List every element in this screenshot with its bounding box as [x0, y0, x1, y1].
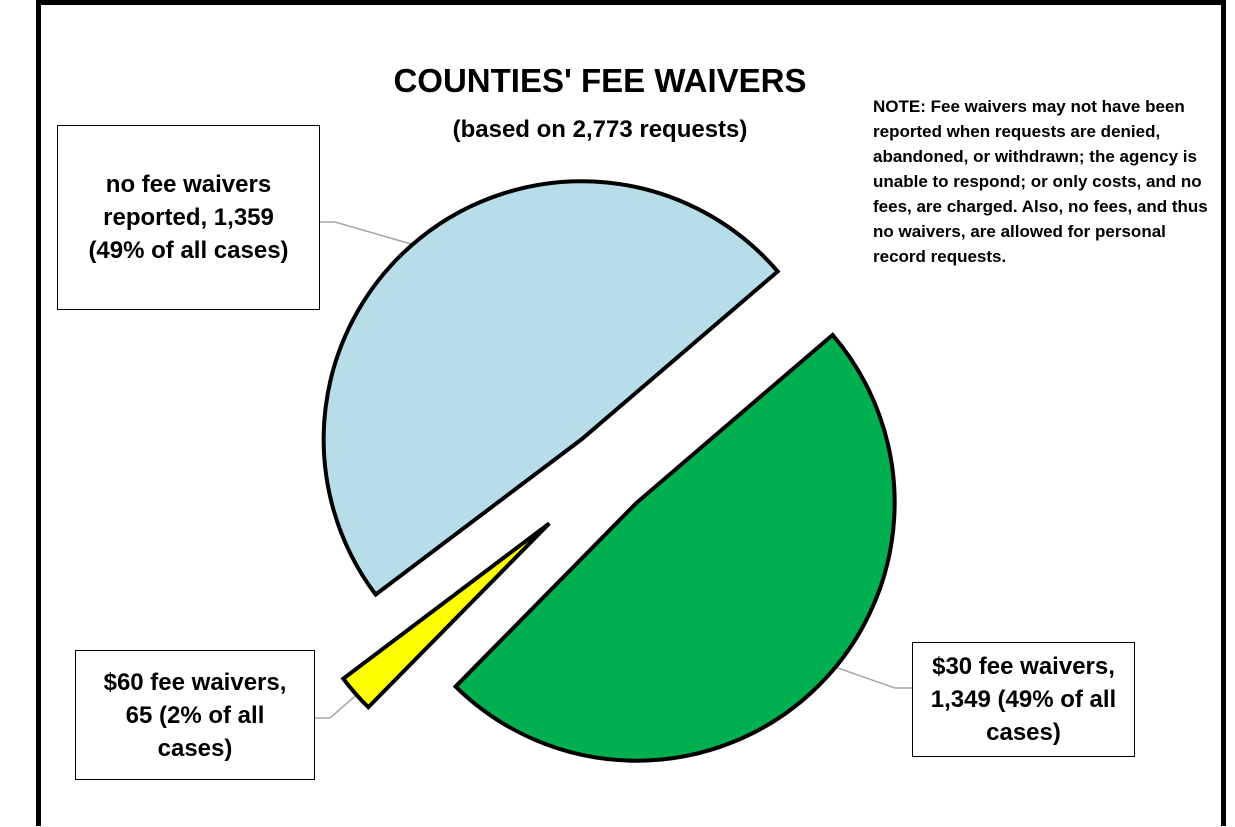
note: NOTE: Fee waivers may not have been repo… — [873, 97, 1208, 266]
chart-title: COUNTIES' FEE WAIVERS — [393, 62, 807, 99]
data-label: $30 fee waivers, 1,349 (49% of all cases… — [912, 642, 1135, 757]
leader-line — [814, 659, 912, 689]
pie-slice — [321, 179, 781, 598]
pie-slice — [340, 521, 551, 711]
chart-subtitle: (based on 2,773 requests) — [452, 116, 748, 143]
data-label: $60 fee waivers, 65 (2% of all cases) — [75, 650, 315, 780]
pie-slice — [452, 332, 897, 763]
data-label: no fee waivers reported, 1,359 (49% of a… — [57, 125, 320, 310]
chart-frame — [36, 0, 1226, 826]
leader-line — [320, 221, 426, 249]
